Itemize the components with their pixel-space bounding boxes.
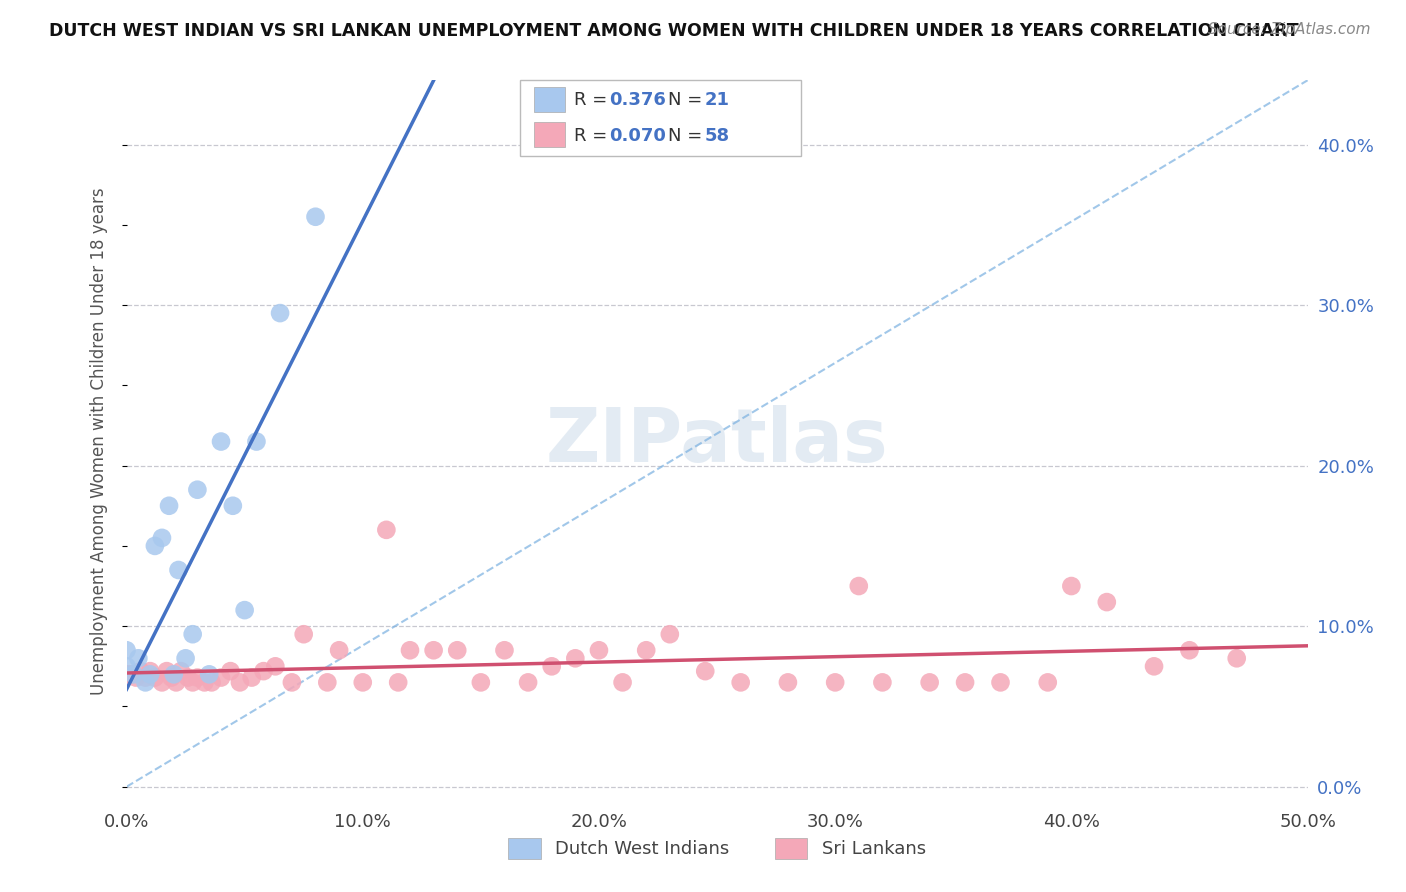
Point [304,210,326,224]
Point [129,664,152,678]
Point [264,659,287,673]
Point [252,664,274,678]
Y-axis label: Unemployment Among Women with Children Under 18 years: Unemployment Among Women with Children U… [90,187,108,696]
Point [139,664,162,678]
Point [122,667,145,681]
Point [229,675,252,690]
Point [163,667,186,681]
Text: DUTCH WEST INDIAN VS SRI LANKAN UNEMPLOYMENT AMONG WOMEN WITH CHILDREN UNDER 18 : DUTCH WEST INDIAN VS SRI LANKAN UNEMPLOY… [49,22,1299,40]
Point [446,643,468,657]
Point [1178,643,1201,657]
Text: R =: R = [574,127,613,145]
Point [1060,579,1083,593]
Point [193,675,215,690]
Point [540,659,562,673]
Legend: Dutch West Indians, Sri Lankans: Dutch West Indians, Sri Lankans [501,830,934,866]
Point [186,483,208,497]
Point [160,671,183,685]
Text: Source: ZipAtlas.com: Source: ZipAtlas.com [1208,22,1371,37]
Point [990,675,1012,690]
Point [658,627,681,641]
Text: 58: 58 [704,127,730,145]
Point [245,434,267,449]
Point [470,675,492,690]
Point [399,643,422,657]
Point [848,579,870,593]
Text: ZIPatlas: ZIPatlas [546,405,889,478]
Point [422,643,444,657]
Point [1036,675,1059,690]
Point [209,671,232,685]
Point [170,664,193,678]
Point [588,643,610,657]
Point [127,651,149,665]
Point [156,664,179,678]
Point [143,539,166,553]
Point [872,675,894,690]
Point [181,675,204,690]
Point [636,643,658,657]
Point [1095,595,1118,609]
Point [352,675,374,690]
Point [776,675,799,690]
Point [233,603,256,617]
Point [200,675,222,690]
Point [125,671,148,685]
Point [150,675,173,690]
Point [157,499,180,513]
Text: N =: N = [668,127,707,145]
Text: 0.070: 0.070 [609,127,665,145]
Point [292,627,315,641]
Point [695,664,717,678]
Point [953,675,976,690]
Point [165,675,187,690]
Point [115,667,138,681]
Point [134,675,156,690]
Point [222,499,245,513]
Point [612,675,634,690]
Point [269,306,291,320]
Text: N =: N = [668,91,707,109]
Point [918,675,941,690]
Text: 0.376: 0.376 [609,91,665,109]
Point [186,671,208,685]
Text: 21: 21 [704,91,730,109]
Point [150,531,173,545]
Point [1226,651,1249,665]
Point [177,671,200,685]
Point [198,667,221,681]
Point [240,671,263,685]
Point [281,675,304,690]
Point [115,659,138,673]
Point [517,675,540,690]
Point [730,675,752,690]
Point [328,643,350,657]
Text: R =: R = [574,91,613,109]
Point [316,675,339,690]
Point [1143,659,1166,673]
Point [143,671,166,685]
Point [174,651,197,665]
Point [564,651,586,665]
Point [375,523,398,537]
Point [387,675,409,690]
Point [115,643,138,657]
Point [134,671,156,685]
Point [120,667,142,681]
Point [115,667,138,681]
Point [824,675,846,690]
Point [219,664,242,678]
Point [167,563,190,577]
Point [494,643,516,657]
Point [209,434,232,449]
Point [139,667,162,681]
Point [181,627,204,641]
